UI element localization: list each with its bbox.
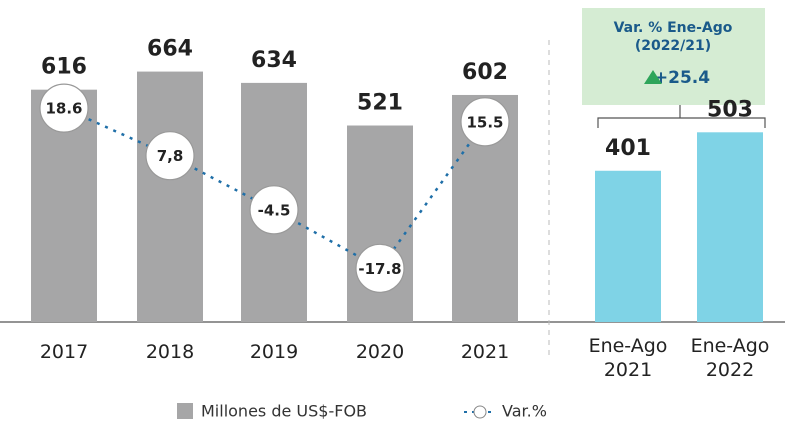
annotation-box — [582, 8, 765, 105]
bar — [595, 170, 661, 322]
line-value-label: -17.8 — [358, 260, 401, 278]
x-tick-label: 2021 — [460, 341, 510, 363]
legend-marker — [473, 405, 487, 419]
line — [63, 107, 487, 270]
annotation-title: (2022/21) — [635, 38, 711, 54]
line-marker — [249, 185, 299, 235]
bar-value-label: 634 — [251, 48, 297, 73]
x-tick-label: Ene-Ago 2022 — [690, 335, 770, 381]
line-marker — [39, 83, 89, 133]
bar-value-label: 602 — [462, 60, 508, 85]
x-tick-label: 2020 — [355, 341, 405, 363]
line-value-label: 18.6 — [45, 100, 82, 118]
x-tick-label: Ene-Ago 2021 — [588, 335, 668, 381]
bracket — [597, 105, 766, 128]
bar-value-label: 503 — [707, 97, 753, 122]
line-value-label: -4.5 — [258, 201, 291, 219]
bar-value-label: 664 — [147, 37, 193, 62]
annotation-arrow — [644, 70, 662, 84]
bar — [137, 71, 203, 322]
x-tick-label: 2017 — [39, 341, 89, 363]
bar-value-label: 401 — [605, 136, 651, 161]
bar — [697, 132, 763, 322]
line-value-label: 7,8 — [157, 147, 184, 165]
line-marker — [145, 131, 195, 181]
annotation-value: +25.4 — [654, 68, 710, 88]
legend-swatch — [177, 403, 193, 419]
bar-value-label: 521 — [357, 91, 403, 116]
line-marker — [460, 97, 510, 147]
legend-label: Var.% — [502, 402, 547, 421]
x-tick-label: 2019 — [249, 341, 299, 363]
legend-label: Millones de US$-FOB — [201, 402, 367, 421]
bar-value-label: 616 — [41, 55, 87, 80]
x-tick-label: 2018 — [145, 341, 195, 363]
annotation-title: Var. % Ene-Ago — [614, 20, 733, 36]
line-marker — [355, 243, 405, 293]
line-value-label: 15.5 — [466, 113, 503, 131]
